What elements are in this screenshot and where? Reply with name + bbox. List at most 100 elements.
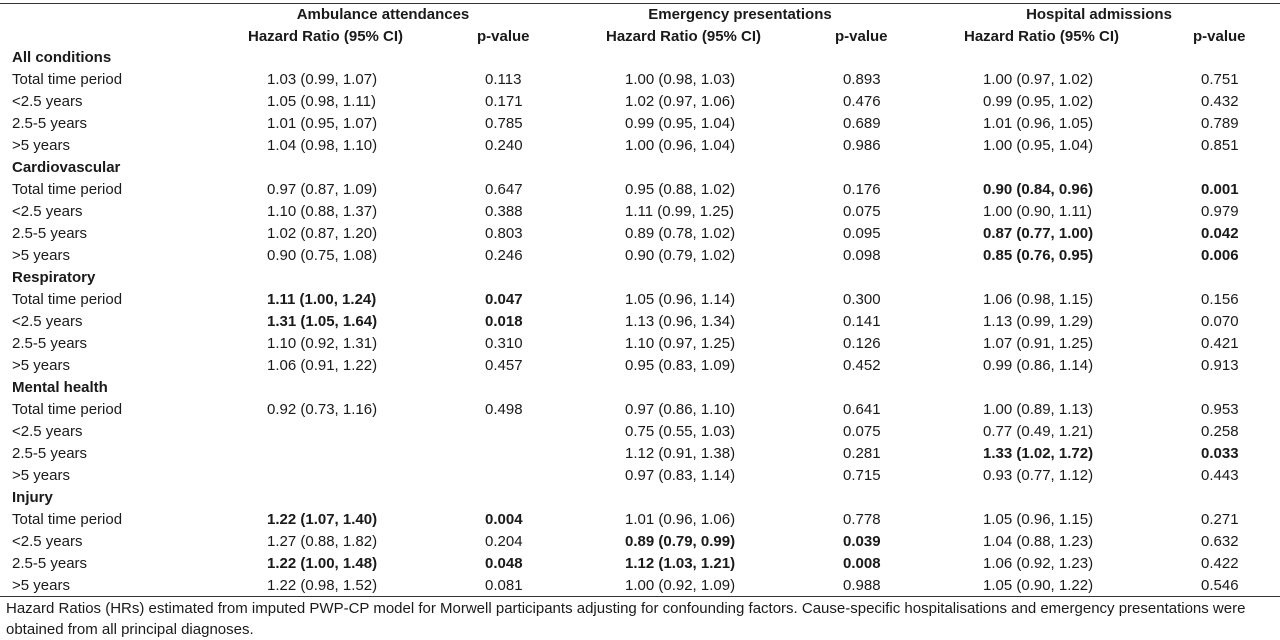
hr-cell-ambulance: 1.22 (0.98, 1.52) — [267, 577, 378, 594]
p-value-cell-hospital: 0.042 — [1201, 225, 1239, 242]
table-row: >5 years 0.90 (0.75, 1.08) 0.246 0.90 (0.79… — [0, 245, 1280, 267]
hr-cell-emergency: 1.00 (0.92, 1.09) — [625, 577, 736, 594]
p-value-cell-hospital: 0.953 — [1201, 401, 1239, 418]
hr-cell-ambulance: 1.10 (0.88, 1.37) — [267, 203, 378, 220]
table-row: 2.5-5 years 1.12 (0.91, 1.38) 0.281 1.33 (1… — [0, 443, 1280, 465]
hr-cell-emergency: 1.02 (0.97, 1.06) — [625, 93, 736, 110]
hr-cell-emergency: 1.00 (0.96, 1.04) — [625, 137, 736, 154]
row-label: <2.5 years — [12, 423, 83, 440]
p-value-cell-hospital: 0.546 — [1201, 577, 1239, 594]
p-value-cell-ambulance: 0.246 — [485, 247, 523, 264]
hr-cell-emergency: 0.75 (0.55, 1.03) — [625, 423, 736, 440]
table-row: <2.5 years 1.27 (0.88, 1.82) 0.204 0.89 (0.… — [0, 531, 1280, 553]
table-row: >5 years 1.22 (0.98, 1.52) 0.081 1.00 (0.92… — [0, 575, 1280, 597]
row-label: 2.5-5 years — [12, 115, 88, 132]
hr-cell-hospital: 0.93 (0.77, 1.12) — [983, 467, 1094, 484]
row-label: >5 years — [12, 247, 70, 264]
p-value-cell-ambulance: 0.171 — [485, 93, 523, 110]
hr-cell-hospital: 1.06 (0.92, 1.23) — [983, 555, 1094, 572]
hr-cell-emergency: 0.97 (0.86, 1.10) — [625, 401, 736, 418]
hr-cell-emergency: 1.01 (0.96, 1.06) — [625, 511, 736, 528]
p-value-cell-emergency: 0.176 — [843, 181, 881, 198]
row-label: 2.5-5 years — [12, 225, 88, 242]
p-value-cell-hospital: 0.006 — [1201, 247, 1239, 264]
top-rule — [0, 3, 1280, 4]
hr-cell-emergency: 0.95 (0.83, 1.09) — [625, 357, 736, 374]
hr-cell-hospital: 0.90 (0.84, 0.96) — [983, 181, 1094, 198]
p-value-cell-hospital: 0.422 — [1201, 555, 1239, 572]
p-value-cell-ambulance: 0.388 — [485, 203, 523, 220]
hr-cell-hospital: 0.77 (0.49, 1.21) — [983, 423, 1094, 440]
hr-cell-emergency: 1.12 (0.91, 1.38) — [625, 445, 736, 462]
hr-cell-ambulance: 1.05 (0.98, 1.11) — [267, 93, 376, 110]
hr-cell-hospital: 1.01 (0.96, 1.05) — [983, 115, 1094, 132]
p-value-cell-hospital: 0.632 — [1201, 533, 1239, 550]
hr-header-ambulance: Hazard Ratio (95% CI) — [248, 28, 404, 45]
row-label: >5 years — [12, 577, 70, 594]
p-value-cell-ambulance: 0.081 — [485, 577, 523, 594]
group-label: All conditions — [12, 49, 112, 66]
hr-cell-hospital: 1.04 (0.88, 1.23) — [983, 533, 1094, 550]
hr-cell-emergency: 0.89 (0.79, 0.99) — [625, 533, 736, 550]
row-label: Total time period — [12, 181, 123, 198]
hr-cell-ambulance: 0.90 (0.75, 1.08) — [267, 247, 378, 264]
p-value-cell-ambulance: 0.785 — [485, 115, 523, 132]
group-header-hospital: Hospital admissions — [1026, 6, 1172, 23]
table-row: Total time period 0.97 (0.87, 1.09) 0.647 0… — [0, 179, 1280, 201]
table-row: <2.5 years 1.31 (1.05, 1.64) 0.018 1.13 (0.… — [0, 311, 1280, 333]
p-value-cell-hospital: 0.033 — [1201, 445, 1239, 462]
p-value-cell-emergency: 0.141 — [843, 313, 881, 330]
group-label: Injury — [12, 489, 53, 506]
p-value-cell-emergency: 0.641 — [843, 401, 881, 418]
p-value-cell-emergency: 0.008 — [843, 555, 881, 572]
table-group-row: Respiratory — [0, 267, 1280, 289]
row-label: <2.5 years — [12, 313, 83, 330]
row-label: 2.5-5 years — [12, 555, 88, 572]
p-value-cell-emergency: 0.075 — [843, 423, 881, 440]
hr-cell-ambulance: 1.31 (1.05, 1.64) — [267, 313, 378, 330]
hr-cell-hospital: 1.00 (0.97, 1.02) — [983, 71, 1094, 88]
p-value-cell-ambulance: 0.048 — [485, 555, 523, 572]
row-label: Total time period — [12, 401, 123, 418]
p-value-cell-hospital: 0.979 — [1201, 203, 1239, 220]
p-value-cell-emergency: 0.281 — [843, 445, 881, 462]
hr-cell-emergency: 0.97 (0.83, 1.14) — [625, 467, 736, 484]
p-value-cell-ambulance: 0.647 — [485, 181, 523, 198]
p-value-cell-emergency: 0.300 — [843, 291, 881, 308]
p-value-cell-hospital: 0.001 — [1201, 181, 1239, 198]
group-label: Respiratory — [12, 269, 96, 286]
hr-cell-hospital: 0.99 (0.95, 1.02) — [983, 93, 1094, 110]
p-value-cell-hospital: 0.851 — [1201, 137, 1239, 154]
hr-cell-ambulance: 0.97 (0.87, 1.09) — [267, 181, 378, 198]
hr-cell-hospital: 1.05 (0.96, 1.15) — [983, 511, 1094, 528]
hr-cell-ambulance: 1.22 (1.00, 1.48) — [267, 555, 378, 572]
hr-cell-hospital: 1.05 (0.90, 1.22) — [983, 577, 1094, 594]
table-row: <2.5 years 1.05 (0.98, 1.11) 0.171 1.02 (0.… — [0, 91, 1280, 113]
row-label: Total time period — [12, 71, 123, 88]
p-header-hospital: p-value — [1193, 28, 1246, 45]
table-group-row: Mental health — [0, 377, 1280, 399]
hr-cell-ambulance: 1.27 (0.88, 1.82) — [267, 533, 378, 550]
row-label: <2.5 years — [12, 203, 83, 220]
row-label: >5 years — [12, 467, 70, 484]
p-value-cell-ambulance: 0.498 — [485, 401, 523, 418]
hr-header-emergency: Hazard Ratio (95% CI) — [606, 28, 762, 45]
p-value-cell-emergency: 0.986 — [843, 137, 881, 154]
row-label: 2.5-5 years — [12, 445, 88, 462]
group-label: Cardiovascular — [12, 159, 121, 176]
hr-cell-hospital: 1.33 (1.02, 1.72) — [983, 445, 1094, 462]
hr-cell-emergency: 1.12 (1.03, 1.21) — [625, 555, 736, 572]
p-value-cell-emergency: 0.715 — [843, 467, 881, 484]
p-value-cell-ambulance: 0.457 — [485, 357, 523, 374]
p-value-cell-ambulance: 0.004 — [485, 511, 523, 528]
hr-cell-ambulance: 1.22 (1.07, 1.40) — [267, 511, 378, 528]
row-label: Total time period — [12, 511, 123, 528]
p-value-cell-ambulance: 0.310 — [485, 335, 523, 352]
table-row: Total time period 1.22 (1.07, 1.40) 0.004 1… — [0, 509, 1280, 531]
hr-cell-ambulance: 1.06 (0.91, 1.22) — [267, 357, 378, 374]
p-value-cell-emergency: 0.098 — [843, 247, 881, 264]
hr-cell-hospital: 1.07 (0.91, 1.25) — [983, 335, 1094, 352]
p-value-cell-hospital: 0.156 — [1201, 291, 1239, 308]
row-label: <2.5 years — [12, 533, 83, 550]
p-value-cell-ambulance: 0.113 — [485, 71, 522, 88]
